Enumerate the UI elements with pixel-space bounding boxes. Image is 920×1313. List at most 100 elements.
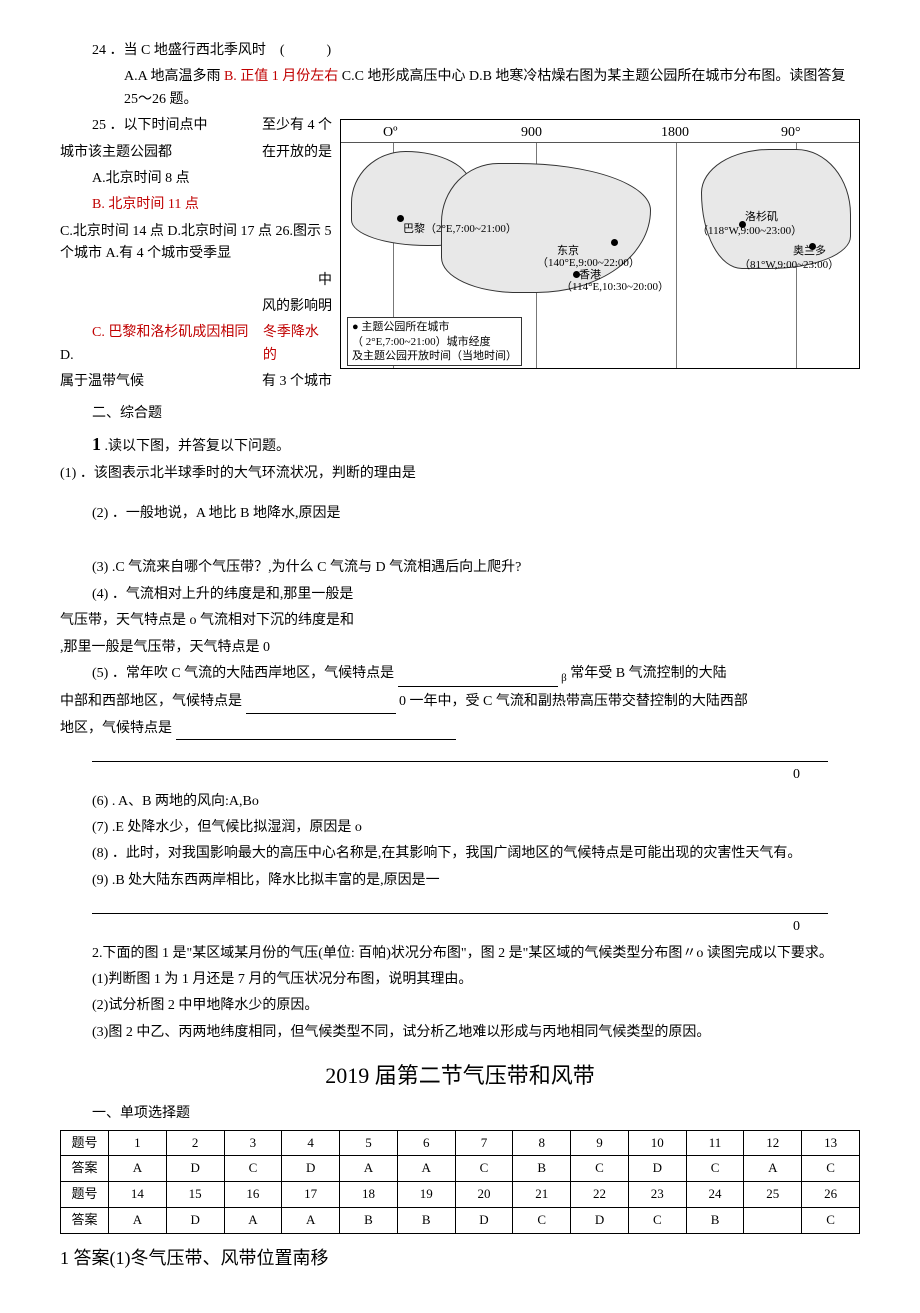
- cq1-p9: (9) .B 处大陆东西两岸相比，降水比拟丰富的是,原因是一: [60, 870, 860, 892]
- cell: 26: [802, 1182, 860, 1208]
- cq1-p5sub: β: [561, 672, 567, 684]
- meridian-180: [676, 143, 677, 368]
- table-row: 题号 1 2 3 4 5 6 7 8 9 10 11 12 13: [61, 1130, 860, 1156]
- cell: 5: [340, 1130, 398, 1156]
- q24-options: A.A 地高温多雨 B. 正值 1 月份左右 C.C 地形成高压中心 D.B 地…: [60, 66, 860, 111]
- legend-2: （ 2°E,7:00~21:00）城市经度: [352, 335, 517, 349]
- cell: B: [686, 1208, 744, 1234]
- label-la-time: （118°W,9:00~23:00）: [697, 223, 802, 241]
- cell: 6: [397, 1130, 455, 1156]
- cell: 12: [744, 1130, 802, 1156]
- cell: 10: [628, 1130, 686, 1156]
- cq1-p6-text: (6) . A、B 两地的风向:A,Bo: [92, 794, 259, 809]
- cq2-p3: (3)图 2 中乙、丙两地纬度相同，但气候类型不同，试分析乙地难以形成与丙地相同…: [60, 1022, 860, 1044]
- map-legend: ● 主题公园所在城市 （ 2°E,7:00~21:00）城市经度 及主题公园开放…: [347, 317, 522, 366]
- q24-optB: B. 正值 1 月份左右: [224, 69, 338, 84]
- table-row: 答案 A D C D A A C B C D C A C: [61, 1156, 860, 1182]
- q25-optC2-row: C. 巴黎和洛杉矶成因相同 D. 冬季降水的: [60, 322, 332, 367]
- label-paris: 巴黎（2°E,7:00~21:00）: [403, 221, 517, 239]
- q25-26-block: Oº 900 1800 90° 巴黎（2°E,7:00~21:00） 东京 （1…: [60, 115, 860, 397]
- q25-optC2-right: D.: [60, 348, 74, 363]
- cell: 18: [340, 1182, 398, 1208]
- cq1-p4b: 气压带，天气特点是 o 气流相对下沉的纬度是和: [60, 610, 860, 632]
- cell: 3: [224, 1130, 282, 1156]
- cell: B: [340, 1208, 398, 1234]
- cell: C: [686, 1156, 744, 1182]
- cell: D: [282, 1156, 340, 1182]
- cell: D: [166, 1156, 224, 1182]
- cell: 13: [802, 1130, 860, 1156]
- cq1-p5b: 常年受 B 气流控制的大陆: [570, 666, 726, 681]
- cell: A: [109, 1156, 167, 1182]
- answer-table: 题号 1 2 3 4 5 6 7 8 9 10 11 12 13 答案 A D …: [60, 1130, 860, 1234]
- answer-title: 2019 届第二节气压带和风带: [60, 1058, 860, 1093]
- cell: [744, 1208, 802, 1234]
- table-row: 答案 A D A A B B D C D C B C: [61, 1208, 860, 1234]
- cell: 21: [513, 1182, 571, 1208]
- cq2-p2: (2)试分析图 2 中甲地降水少的原因。: [60, 995, 860, 1017]
- q24-stem: 24 ．当 C 地盛行西北季风时 ( ): [60, 40, 860, 62]
- blank-2: [246, 697, 396, 714]
- section-2-heading: 二、综合题: [60, 403, 860, 425]
- cell: 2: [166, 1130, 224, 1156]
- q25-lead2-left: 城市该主题公园都: [60, 142, 172, 164]
- spacer: [60, 489, 860, 503]
- q25-mid-right1: 中: [318, 270, 332, 292]
- cell: B: [513, 1156, 571, 1182]
- cell: D: [455, 1208, 513, 1234]
- cq1-stem: 1 .读以下图，并答复以下问题。: [60, 430, 860, 459]
- cell: 16: [224, 1182, 282, 1208]
- table-row: 题号 14 15 16 17 18 19 20 21 22 23 24 25 2…: [61, 1182, 860, 1208]
- q25-mid-right: 中: [60, 270, 332, 292]
- cq1-p5e: 地区，气候特点是: [60, 721, 172, 736]
- row-label-1: 题号: [61, 1130, 109, 1156]
- cq1-p5c-row: 中部和西部地区，气候特点是 0 一年中，受 C 气流和副热带高压带交替控制的大陆…: [60, 691, 860, 713]
- cell: A: [224, 1208, 282, 1234]
- final-answer: 1 答案(1)冬气压带、风带位置南移: [60, 1244, 860, 1273]
- cell: 17: [282, 1182, 340, 1208]
- q25-optC2-left: C. 巴黎和洛杉矶成因相同: [60, 325, 248, 340]
- cell: D: [571, 1208, 629, 1234]
- cq1-p1: (1) ．该图表示北半球季时的大气环流状况，判断的理由是: [60, 463, 860, 485]
- q25-last-left: 属于温带气候: [60, 371, 144, 393]
- cell: D: [628, 1156, 686, 1182]
- cell: A: [109, 1208, 167, 1234]
- cell: 15: [166, 1182, 224, 1208]
- cell: 19: [397, 1182, 455, 1208]
- row-label-4: 答案: [61, 1208, 109, 1234]
- label-hk-time: （114°E,10:30~20:00）: [561, 279, 669, 297]
- cq2-p1: (1)判断图 1 为 1 月还是 7 月的气压状况分布图，说明其理由。: [60, 969, 860, 991]
- cq1-p8: (8) ．此时，对我国影响最大的高压中心名称是,在其影响下，我国广阔地区的气候特…: [60, 843, 860, 865]
- spacer: [60, 529, 860, 557]
- blank-3: [176, 723, 456, 740]
- cell: 4: [282, 1130, 340, 1156]
- cq1-p5-zero: 0: [60, 764, 860, 786]
- q24-optA: A.A 地高温多雨: [124, 69, 224, 84]
- cell: A: [282, 1208, 340, 1234]
- cell: A: [397, 1156, 455, 1182]
- cell: C: [571, 1156, 629, 1182]
- q25-lead1: 25 ．以下时间点中: [60, 115, 208, 137]
- cq1-p5-row: (5) ．常年吹 C 气流的大陆西岸地区，气候特点是 β 常年受 B 气流控制的…: [60, 663, 860, 687]
- cq1-p2: (2) ．一般地说，A 地比 B 地降水,原因是: [60, 503, 860, 525]
- q25-lead2-right: 在开放的是: [262, 142, 332, 164]
- cq1-p4a: (4) ．气流相对上升的纬度是和,那里一般是: [60, 584, 860, 606]
- cq1-num: 1: [92, 434, 101, 454]
- q25-mid-right2-row: 风的影响明: [60, 296, 332, 318]
- cell: 25: [744, 1182, 802, 1208]
- cq1-p7: (7) .E 处降水少，但气候比拟湿润，原因是 o: [60, 817, 860, 839]
- cell: C: [628, 1208, 686, 1234]
- cq2-stem: 2.下面的图 1 是"某区域某月份的气压(单位: 百帕)状况分布图"，图 2 是…: [60, 943, 860, 965]
- long-underline-1: [92, 744, 828, 762]
- cq1-p3: (3) .C 气流来自哪个气压带？,为什么 C 气流与 D 气流相遇后向上爬升?: [60, 557, 860, 579]
- cell: C: [802, 1156, 860, 1182]
- q25-mid-right2: 风的影响明: [262, 296, 332, 318]
- cq1-p5e-row: 地区，气候特点是: [60, 718, 860, 740]
- cell: A: [340, 1156, 398, 1182]
- q25-winter-right: 冬季降水的: [263, 322, 332, 367]
- cq1-p9-zero: 0: [60, 916, 860, 938]
- legend-3: 及主题公园开放时间（当地时间）: [352, 349, 517, 363]
- cell: 8: [513, 1130, 571, 1156]
- q25-row1: 25 ．以下时间点中 至少有 4 个: [60, 115, 332, 137]
- cq1-p6: (6) . A、B 两地的风向:A,Bo: [60, 791, 860, 813]
